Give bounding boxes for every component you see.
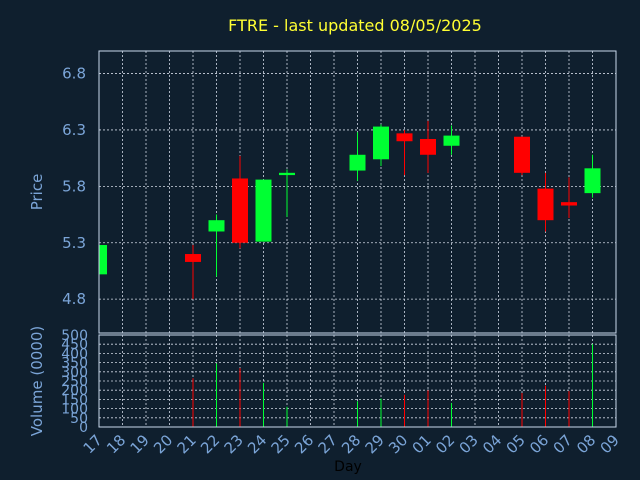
volume-tick-label: 200 [61, 383, 88, 399]
volume-panel-frame [98, 334, 617, 428]
x-tick-label: 28 [338, 431, 364, 457]
volume-tick-label: 350 [61, 356, 88, 372]
volume-tick-label: 100 [61, 402, 88, 418]
x-tick-label: 26 [291, 431, 317, 457]
candle-body [185, 254, 201, 262]
price-panel-frame [98, 50, 617, 334]
x-tick-label: 02 [432, 431, 458, 457]
x-tick-label: 01 [409, 431, 435, 457]
volume-tick-label: 50 [70, 411, 88, 427]
candle-body [208, 220, 225, 232]
x-tick-label: 18 [103, 431, 129, 457]
x-tick-label: 19 [127, 431, 153, 457]
x-tick-label: 22 [197, 431, 223, 457]
price-tick-label: 5.3 [62, 234, 86, 252]
candle-body [561, 202, 577, 206]
volume-tick-label: 450 [61, 337, 88, 353]
x-tick-label: 04 [479, 431, 505, 457]
candle-body [514, 136, 530, 173]
volume-tick-label: 300 [61, 365, 88, 381]
candle-body [373, 126, 389, 160]
candle-body [584, 168, 601, 194]
x-tick-label: 06 [526, 431, 552, 457]
candle-body [99, 245, 107, 275]
candle-body [396, 133, 413, 142]
price-tick-label: 6.3 [62, 121, 86, 139]
price-tick-label: 5.8 [62, 177, 86, 195]
candle-body [279, 172, 295, 176]
volume-tick-label: 0 [79, 420, 88, 436]
candle-body [255, 179, 272, 242]
x-tick-label: 20 [150, 431, 176, 457]
x-tick-label: 21 [174, 431, 200, 457]
x-tick-label: 07 [550, 431, 576, 457]
candle-body [232, 178, 248, 243]
volume-tick-label: 400 [61, 346, 88, 362]
candle-body [537, 188, 554, 221]
chart-title: FTRE - last updated 08/05/2025 [228, 16, 482, 35]
x-tick-label: 30 [385, 431, 411, 457]
x-tick-label: 09 [597, 431, 623, 457]
volume-tick-label: 250 [61, 374, 88, 390]
x-tick-label: 27 [315, 431, 341, 457]
x-tick-label: 05 [503, 431, 529, 457]
candle-body [349, 154, 366, 171]
candle-body [420, 138, 436, 155]
x-tick-label: 25 [268, 431, 294, 457]
volume-tick-label: 500 [61, 328, 88, 344]
x-tick-label: 03 [456, 431, 482, 457]
candle-body [443, 135, 460, 146]
x-tick-label: 08 [573, 431, 599, 457]
volume-axis-label: Volume (0000) [28, 326, 46, 436]
x-axis-label: Day [334, 459, 362, 475]
x-tick-label: 23 [221, 431, 247, 457]
price-tick-label: 4.8 [62, 290, 86, 308]
x-tick-label: 24 [244, 431, 270, 457]
price-tick-label: 6.8 [62, 65, 86, 83]
x-tick-label: 29 [362, 431, 388, 457]
price-axis-label: Price [28, 174, 46, 211]
volume-tick-label: 150 [61, 392, 88, 408]
